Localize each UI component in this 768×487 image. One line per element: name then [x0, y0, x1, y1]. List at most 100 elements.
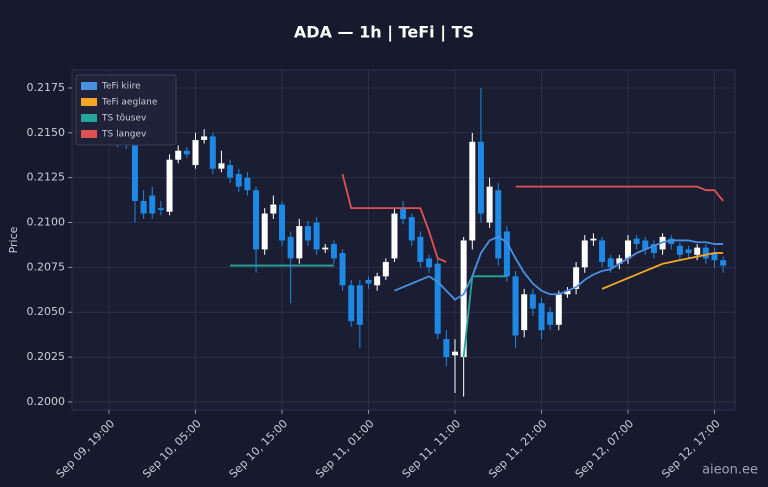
candle-body — [426, 258, 433, 268]
candle-body — [330, 244, 337, 259]
candle-body — [218, 163, 225, 169]
legend-label: TS tõusev — [101, 114, 147, 124]
candle-body — [521, 294, 528, 331]
legend-swatch — [81, 98, 97, 106]
candle-body — [720, 260, 727, 266]
candle-body — [192, 139, 199, 166]
candle-body — [408, 217, 415, 241]
x-tick-label: Sep 10, 15:00 — [227, 417, 291, 481]
candle-body — [244, 177, 251, 191]
candle-body — [391, 213, 398, 259]
candle-body — [140, 200, 147, 214]
candle-body — [365, 279, 372, 284]
candle-body — [166, 159, 173, 212]
candle-body — [599, 240, 606, 262]
candle-body — [270, 204, 277, 214]
candle-body — [452, 351, 458, 356]
y-tick-label: 0.2075 — [27, 260, 66, 273]
candle-body — [538, 303, 545, 331]
candle-body — [503, 231, 510, 277]
candle-body — [625, 240, 631, 259]
legend-swatch — [81, 114, 97, 122]
candle-body — [201, 136, 208, 140]
candle-body — [486, 186, 493, 223]
candle-body — [547, 312, 554, 325]
candle-body — [348, 285, 355, 322]
plot-area — [71, 69, 736, 411]
candle-body — [443, 339, 450, 358]
y-tick-label: 0.2125 — [27, 171, 66, 184]
candle-body — [296, 226, 303, 259]
candle-body — [495, 190, 502, 259]
indicator-line — [601, 252, 724, 290]
candle-body — [573, 267, 580, 289]
candle-body — [469, 141, 476, 241]
candle-body — [694, 247, 701, 255]
legend-label: TeFi aeglane — [101, 98, 158, 108]
candle-body — [356, 285, 363, 325]
candle-body — [633, 238, 640, 245]
legend-box — [75, 74, 177, 146]
candle-body — [313, 222, 320, 250]
candle-body — [417, 236, 424, 262]
x-tick-label: Sep 12, 07:00 — [573, 417, 637, 481]
candle-body — [400, 208, 407, 219]
candle-body — [183, 150, 190, 155]
indicator-line — [230, 264, 507, 358]
candle-body — [209, 136, 216, 169]
candle-body — [261, 213, 268, 250]
candle-body — [702, 247, 709, 259]
y-tick-label: 0.2100 — [27, 216, 66, 229]
candle-body — [322, 247, 329, 250]
chart-title: ADA — 1h | TeFi | TS — [294, 23, 474, 43]
legend-swatch — [81, 130, 97, 138]
candle-body — [131, 141, 138, 201]
candle-body — [175, 150, 182, 160]
candle-body — [581, 240, 588, 268]
candle-body — [374, 276, 381, 286]
indicator-line — [394, 235, 724, 301]
candle-body — [304, 226, 311, 241]
y-tick-label: 0.2175 — [27, 81, 66, 94]
y-tick-label: 0.2150 — [27, 126, 66, 139]
candle-body — [642, 240, 649, 250]
candle-body — [616, 258, 623, 264]
x-tick-label: Sep 10, 05:00 — [140, 417, 204, 481]
y-tick-label: 0.2050 — [27, 305, 66, 318]
candle-body — [460, 240, 467, 358]
candle-body — [685, 249, 692, 254]
candle-body — [434, 263, 441, 334]
candle-body — [157, 208, 164, 210]
candle-body — [279, 204, 285, 241]
x-tick-label: Sep 09, 19:00 — [54, 417, 118, 481]
legend-swatch — [81, 82, 97, 90]
y-tick-label: 0.2000 — [27, 395, 66, 408]
candle-body — [650, 244, 657, 254]
candle-body — [339, 253, 346, 286]
candle-body — [149, 195, 156, 214]
candle-body — [564, 290, 571, 295]
candle-body — [477, 141, 484, 214]
candle-body — [555, 294, 562, 325]
candle-body — [711, 253, 718, 261]
x-tick-label: Sep 11, 11:00 — [400, 417, 464, 481]
candle-body — [590, 238, 597, 241]
legend-label: TeFi kiire — [101, 82, 141, 92]
x-tick-label: Sep 11, 21:00 — [486, 417, 550, 481]
candle-body — [287, 236, 294, 259]
x-tick-label: Sep 11, 01:00 — [313, 417, 377, 481]
candle-body — [235, 174, 242, 187]
candle-body — [607, 258, 614, 268]
candle-body — [382, 261, 389, 277]
candle-body — [676, 245, 683, 255]
candle-body — [253, 190, 260, 250]
candle-body — [512, 276, 519, 336]
candle-body — [529, 294, 536, 309]
legend-label: TS langev — [101, 130, 147, 140]
candle-body — [227, 165, 234, 178]
y-axis-label: Price — [7, 226, 20, 253]
y-tick-label: 0.2025 — [27, 350, 66, 363]
watermark: aieon.ee — [702, 463, 758, 478]
indicator-line — [341, 173, 724, 263]
